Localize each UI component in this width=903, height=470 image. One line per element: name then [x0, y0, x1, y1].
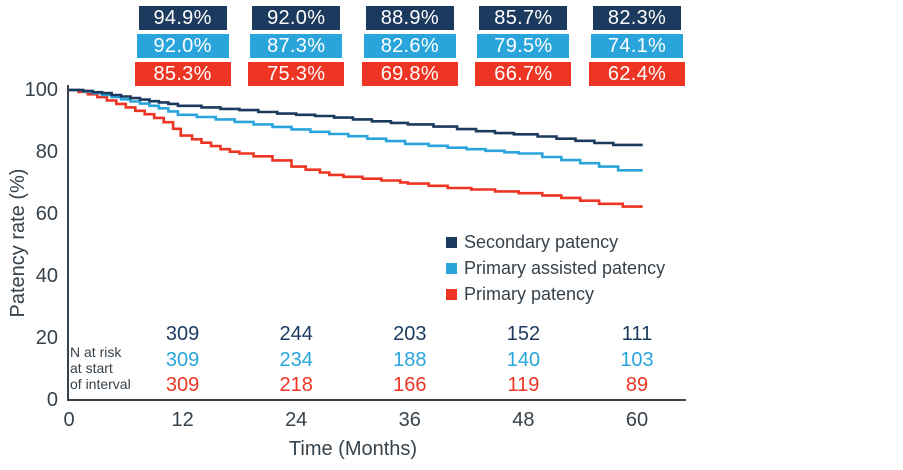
n-at-risk-value: 103	[620, 348, 654, 371]
n-at-risk-label-line: at start	[70, 360, 113, 376]
n-at-risk-value: 111	[621, 323, 653, 345]
y-tick-label: 0	[46, 389, 58, 411]
n-at-risk-value: 152	[506, 323, 541, 345]
n-at-risk-value: 244	[279, 323, 313, 345]
n-at-risk-value: 166	[393, 374, 427, 396]
x-axis-title: Time (Months)	[288, 438, 418, 460]
patency-value-box: 69.8%	[361, 62, 458, 86]
patency-value-box: 75.3%	[248, 62, 345, 86]
patency-value-box: 79.5%	[477, 34, 570, 58]
legend-swatch-icon	[446, 236, 457, 248]
patency-value-box: 94.9%	[138, 6, 227, 30]
patency-value-box: 82.3%	[593, 6, 681, 30]
y-axis-title: Patency rate (%)	[7, 168, 29, 318]
x-tick-label: 60	[625, 409, 649, 431]
x-tick-label: 24	[285, 409, 308, 431]
patency-value-box: 88.9%	[365, 6, 454, 30]
series-line-primary-patency	[69, 88, 643, 208]
legend-item-secondary-patency: Secondary patency	[446, 229, 665, 255]
legend-label: Primary assisted patency	[464, 257, 666, 278]
legend-item-primary-assisted-patency: Primary assisted patency	[446, 255, 665, 281]
n-at-risk-value: 89	[625, 374, 649, 396]
n-at-risk-value: 309	[165, 374, 200, 396]
y-tick-label: 40	[35, 265, 58, 287]
x-tick-label: 12	[171, 409, 194, 431]
patency-value-box: 85.3%	[134, 62, 231, 86]
patency-value-box: 82.6%	[363, 34, 456, 58]
n-at-risk-label: N at risk at start of interval	[70, 344, 131, 392]
patency-value-box: 87.3%	[250, 34, 343, 58]
n-at-risk-value: 188	[393, 348, 427, 371]
x-tick-label: 0	[63, 409, 75, 431]
patency-value-box: 62.4%	[589, 62, 685, 86]
legend-label: Primary patency	[464, 283, 595, 304]
series-line-secondary-patency	[69, 88, 643, 147]
legend-item-primary-patency: Primary patency	[446, 281, 665, 307]
n-at-risk-value: 218	[279, 374, 313, 396]
n-at-risk-value: 234	[279, 348, 313, 371]
n-at-risk-value: 309	[165, 348, 200, 371]
y-tick-label: 80	[35, 141, 58, 163]
patency-value-box: 92.0%	[252, 6, 341, 30]
patency-value-box: 74.1%	[591, 34, 683, 58]
x-tick-label: 36	[398, 409, 421, 431]
n-at-risk-value: 119	[507, 374, 540, 396]
y-tick-label: 100	[24, 79, 58, 101]
patency-value-box: 66.7%	[475, 62, 572, 86]
x-tick-label: 48	[512, 409, 535, 431]
n-at-risk-label-line: of interval	[70, 376, 131, 392]
y-tick-label: 20	[35, 327, 58, 349]
series-line-primary-assisted-patency	[69, 88, 643, 172]
patency-value-box: 85.7%	[479, 6, 568, 30]
legend-label: Secondary patency	[464, 231, 619, 252]
legend: Secondary patency Primary assisted patenc…	[446, 229, 665, 307]
legend-swatch-icon	[446, 288, 457, 300]
n-at-risk-value: 140	[506, 348, 541, 371]
n-at-risk-label-line: N at risk	[70, 344, 122, 360]
n-at-risk-value: 203	[393, 323, 427, 345]
y-tick-label: 60	[35, 203, 58, 225]
n-at-risk-value: 309	[165, 323, 200, 345]
legend-swatch-icon	[446, 262, 457, 274]
patency-value-box: 92.0%	[136, 34, 229, 58]
